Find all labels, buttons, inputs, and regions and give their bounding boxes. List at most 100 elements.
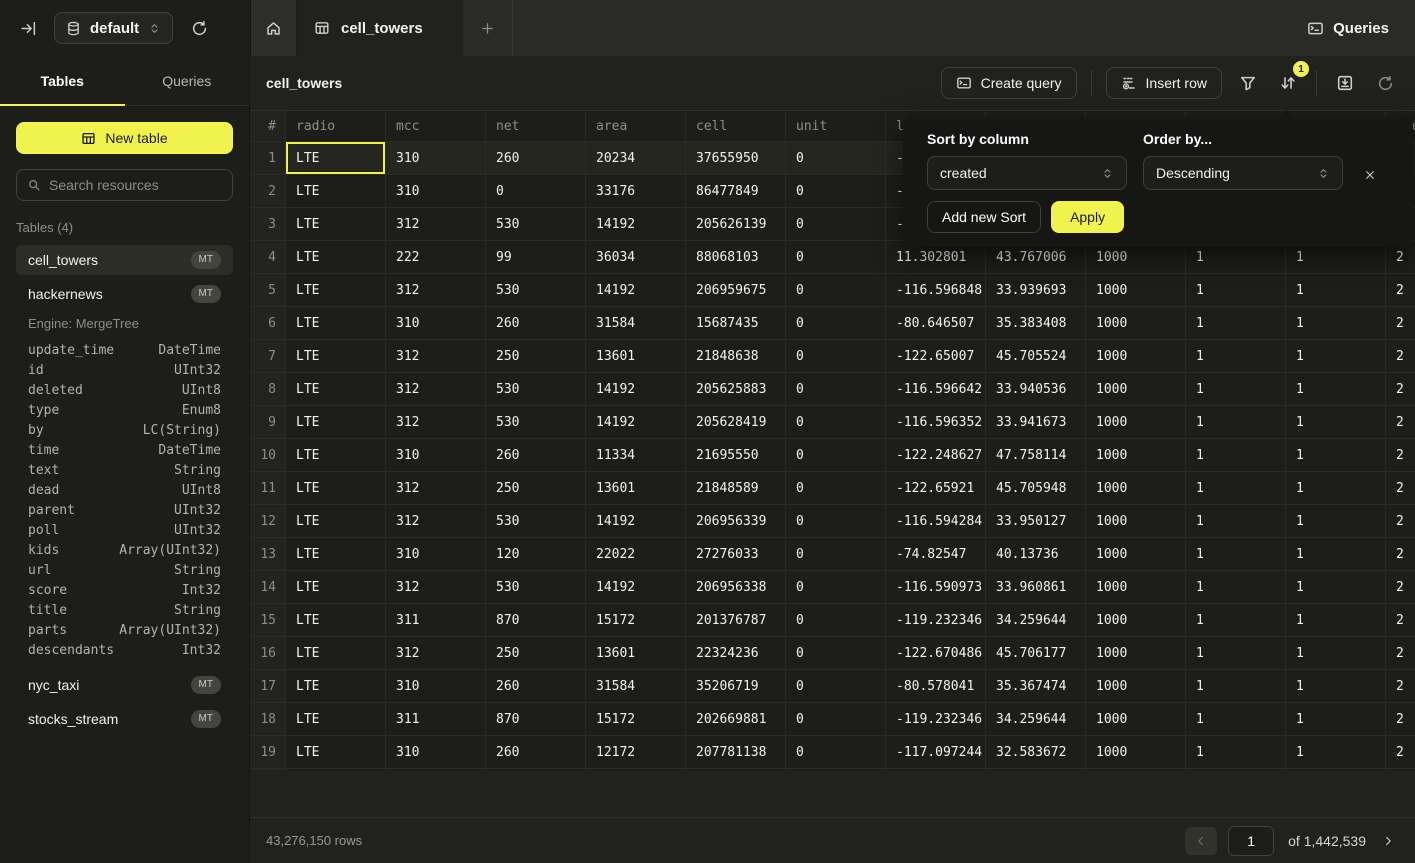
table-cell[interactable]: 1 [1286,769,1386,771]
table-cell[interactable]: 15172 [586,604,686,636]
table-cell[interactable]: 1 [1186,538,1286,570]
table-cell[interactable]: 1000 [1086,241,1186,273]
insert-row-button[interactable]: Insert row [1105,67,1222,99]
table-cell[interactable]: 312 [386,274,486,306]
table-cell[interactable]: 1 [1186,736,1286,768]
table-cell[interactable]: 1 [1286,472,1386,504]
table-cell[interactable]: 311 [386,604,486,636]
table-cell[interactable]: 0 [786,571,886,603]
row-number[interactable]: 1 [250,142,286,174]
table-cell[interactable]: -81.783752 [886,769,986,771]
column-header[interactable]: unit [786,111,886,141]
table-cell[interactable]: 310 [386,769,486,771]
table-cell[interactable]: 1000 [1086,736,1186,768]
table-cell[interactable]: 2 [1386,505,1415,537]
table-cell[interactable]: LTE [286,175,386,207]
row-number[interactable]: 11 [250,472,286,504]
row-number[interactable]: 10 [250,439,286,471]
table-cell[interactable]: LTE [286,307,386,339]
table-cell[interactable]: 27276033 [686,538,786,570]
table-cell[interactable]: 530 [486,274,586,306]
table-cell[interactable]: 2 [1386,307,1415,339]
table-cell[interactable]: 39144717 [686,769,786,771]
table-cell[interactable]: 1000 [1086,670,1186,702]
row-number[interactable]: 18 [250,703,286,735]
table-cell[interactable]: 250 [486,340,586,372]
table-cell[interactable]: 0 [786,703,886,735]
table-cell[interactable]: -117.097244 [886,736,986,768]
table-cell[interactable]: 1 [1186,274,1286,306]
table-cell[interactable]: 2 [1386,538,1415,570]
table-cell[interactable]: 0 [786,538,886,570]
sidebar-item-stocks-stream[interactable]: stocks_stream MT [16,704,233,734]
row-number[interactable]: 16 [250,637,286,669]
table-cell[interactable]: 1000 [1086,406,1186,438]
table-cell[interactable]: 2 [1386,769,1415,771]
table-cell[interactable]: 260 [486,142,586,174]
table-cell[interactable]: 2 [1386,637,1415,669]
table-cell[interactable]: 36034 [586,241,686,273]
table-cell[interactable]: 15172 [586,703,686,735]
table-cell[interactable]: 0 [786,505,886,537]
table-cell[interactable]: LTE [286,373,386,405]
table-cell[interactable]: 530 [486,406,586,438]
table-cell[interactable]: 0 [486,175,586,207]
table-cell[interactable]: 0 [786,670,886,702]
table-cell[interactable]: 310 [386,142,486,174]
table-cell[interactable]: LTE [286,208,386,240]
row-number[interactable]: 12 [250,505,286,537]
table-cell[interactable]: 206956339 [686,505,786,537]
table-cell[interactable]: LTE [286,670,386,702]
table-cell[interactable]: 1 [1186,340,1286,372]
table-cell[interactable]: 260 [486,439,586,471]
table-cell[interactable]: 33.941673 [986,406,1086,438]
table-cell[interactable]: -80.646507 [886,307,986,339]
table-cell[interactable]: LTE [286,439,386,471]
table-cell[interactable]: 250 [486,472,586,504]
table-cell[interactable]: -80.578041 [886,670,986,702]
table-cell[interactable]: 312 [386,340,486,372]
table-cell[interactable]: 0 [786,175,886,207]
table-cell[interactable]: 312 [386,472,486,504]
table-cell[interactable]: 1 [1286,274,1386,306]
table-cell[interactable]: 205625883 [686,373,786,405]
next-page-button[interactable] [1377,834,1399,848]
table-cell[interactable]: -119.232346 [886,703,986,735]
table-cell[interactable]: 312 [386,406,486,438]
table-cell[interactable]: 2 [1386,241,1415,273]
table-cell[interactable]: 86477849 [686,175,786,207]
table-cell[interactable]: 310 [386,439,486,471]
table-cell[interactable]: 260 [486,307,586,339]
table-cell[interactable]: 33.960861 [986,571,1086,603]
table-cell[interactable]: 2 [1386,439,1415,471]
table-cell[interactable]: 20234 [586,142,686,174]
table-cell[interactable]: 1 [1186,373,1286,405]
table-cell[interactable]: -116.594284 [886,505,986,537]
table-cell[interactable]: 0 [786,637,886,669]
table-cell[interactable]: LTE [286,637,386,669]
sidebar-item-cell-towers[interactable]: cell_towers MT [16,245,233,275]
table-cell[interactable]: 0 [786,472,886,504]
table-cell[interactable]: 222 [386,241,486,273]
table-cell[interactable]: 35.283287 [986,769,1086,771]
table-cell[interactable]: 1000 [1086,340,1186,372]
table-cell[interactable]: 2 [1386,571,1415,603]
table-cell[interactable]: 22324236 [686,637,786,669]
table-cell[interactable]: 250 [486,637,586,669]
table-cell[interactable]: 33176 [586,175,686,207]
table-cell[interactable]: 1000 [1086,439,1186,471]
table-cell[interactable]: 14192 [586,571,686,603]
table-cell[interactable]: LTE [286,406,386,438]
row-number[interactable]: 14 [250,571,286,603]
table-cell[interactable]: 1 [1286,736,1386,768]
table-cell[interactable]: 13601 [586,472,686,504]
row-number[interactable]: 7 [250,340,286,372]
table-cell[interactable]: 13601 [586,637,686,669]
table-cell[interactable]: -122.65007 [886,340,986,372]
sort-order-select[interactable]: Descending [1143,156,1343,190]
queries-button[interactable]: Queries [1281,0,1415,56]
table-cell[interactable]: 21848589 [686,472,786,504]
row-number[interactable]: 3 [250,208,286,240]
table-cell[interactable]: 0 [786,604,886,636]
table-cell[interactable]: 1 [1286,670,1386,702]
